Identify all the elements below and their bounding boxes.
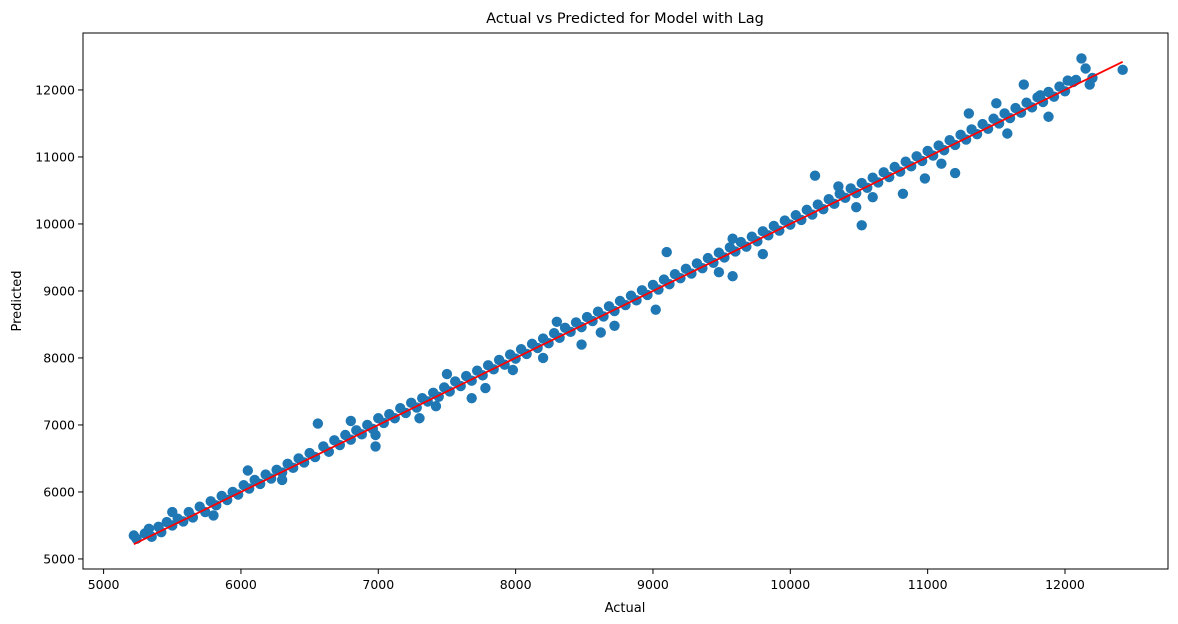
fit-line xyxy=(133,61,1124,546)
data-point xyxy=(595,327,606,338)
y-tick-label: 8000 xyxy=(43,350,75,365)
data-point xyxy=(414,413,425,424)
data-point xyxy=(867,191,878,203)
y-axis-ticks: 5000 6000 7000 8000 9000 10000 11000 12000 xyxy=(35,82,83,566)
x-tick-label: 10000 xyxy=(770,577,810,592)
x-tick-label: 7000 xyxy=(362,577,394,592)
data-point xyxy=(609,320,620,331)
data-point xyxy=(650,304,661,315)
data-point xyxy=(1062,75,1073,86)
data-point xyxy=(167,506,178,518)
data-point xyxy=(809,170,821,181)
data-point xyxy=(537,352,549,364)
data-point xyxy=(441,368,453,380)
x-tick-label: 9000 xyxy=(637,577,669,592)
data-point xyxy=(466,392,477,404)
x-tick-label: 6000 xyxy=(225,577,257,592)
data-point xyxy=(661,246,672,258)
data-point xyxy=(143,523,155,534)
data-point xyxy=(370,441,381,452)
data-point xyxy=(370,429,381,441)
data-point xyxy=(242,465,254,476)
data-point xyxy=(713,266,725,278)
data-point xyxy=(480,382,491,394)
data-point xyxy=(576,339,587,350)
y-tick-label: 6000 xyxy=(43,484,75,499)
data-point xyxy=(345,415,357,427)
data-point xyxy=(312,418,324,429)
y-tick-label: 7000 xyxy=(43,417,75,432)
data-point xyxy=(727,271,738,282)
chart-title: Actual vs Predicted for Model with Lag xyxy=(486,11,764,27)
y-tick-label: 9000 xyxy=(43,283,75,298)
data-point xyxy=(507,364,519,376)
data-point xyxy=(833,181,844,192)
data-point xyxy=(323,446,335,457)
data-point xyxy=(200,506,211,518)
data-point xyxy=(727,233,738,244)
x-axis-ticks: 5000 6000 7000 8000 9000 10000 11000 12000 xyxy=(88,569,1085,592)
data-point xyxy=(963,108,975,119)
data-point xyxy=(1043,111,1054,122)
x-tick-label: 11000 xyxy=(908,577,948,592)
plot-frame xyxy=(82,32,1169,570)
data-point xyxy=(936,158,947,169)
data-point xyxy=(757,248,769,260)
data-point xyxy=(919,173,931,184)
data-point xyxy=(208,510,219,521)
x-tick-label: 5000 xyxy=(88,577,120,592)
y-tick-label: 12000 xyxy=(35,82,75,97)
data-point xyxy=(430,400,442,412)
y-tick-label: 11000 xyxy=(35,149,75,164)
data-point xyxy=(897,188,909,199)
data-point xyxy=(551,316,563,327)
data-point xyxy=(276,474,288,486)
x-axis-label: Actual xyxy=(605,601,646,616)
data-point xyxy=(949,167,961,179)
data-point xyxy=(1018,79,1029,90)
y-tick-label: 5000 xyxy=(43,551,75,566)
x-tick-label: 8000 xyxy=(500,577,532,592)
y-tick-label: 10000 xyxy=(35,216,75,231)
data-point xyxy=(856,220,867,231)
y-axis-label: Predicted xyxy=(10,270,25,331)
data-point xyxy=(1076,53,1087,64)
data-point xyxy=(1002,128,1013,139)
data-point xyxy=(1035,90,1046,101)
data-point xyxy=(1117,64,1128,76)
identity-line xyxy=(133,61,1124,546)
data-point xyxy=(851,202,862,213)
x-tick-label: 12000 xyxy=(1045,577,1085,592)
data-point xyxy=(1080,63,1091,74)
data-point xyxy=(991,98,1002,109)
